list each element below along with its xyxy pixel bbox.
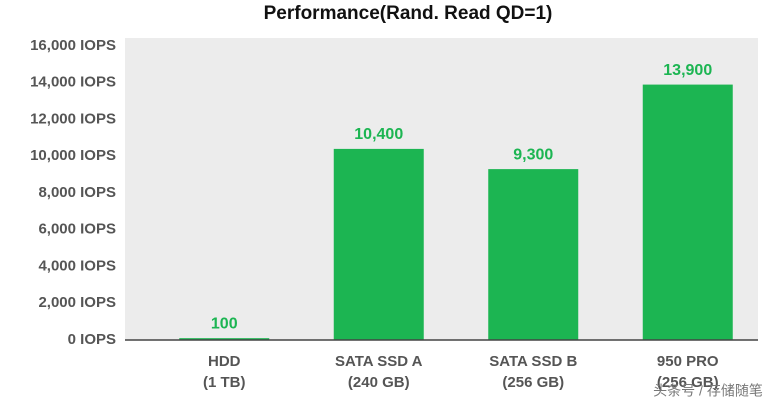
y-tick-label: 12,000 IOPS <box>30 110 116 127</box>
x-tick-label: HDD (1 TB) <box>203 353 246 391</box>
bar <box>333 148 424 340</box>
x-tick-label: 950 PRO (256 GB) <box>657 353 719 391</box>
value-label: 10,400 <box>354 126 403 143</box>
watermark: 头条号 / 存储随笔 <box>653 383 763 399</box>
chart-title: Performance(Rand. Read QD=1) <box>264 3 553 24</box>
x-tick-label: SATA SSD A (240 GB) <box>335 353 423 391</box>
value-label: 13,900 <box>663 62 712 79</box>
y-tick-label: 0 IOPS <box>68 331 116 348</box>
bar <box>488 169 579 340</box>
value-label: 100 <box>211 315 238 332</box>
bar <box>642 84 733 341</box>
y-tick-label: 14,000 IOPS <box>30 74 116 91</box>
y-tick-label: 4,000 IOPS <box>38 257 116 274</box>
y-tick-label: 6,000 IOPS <box>38 221 116 238</box>
y-tick-label: 10,000 IOPS <box>30 147 116 164</box>
y-tick-label: 16,000 IOPS <box>30 37 116 54</box>
value-label: 9,300 <box>513 146 553 163</box>
y-tick-label: 2,000 IOPS <box>38 294 116 311</box>
bar <box>179 338 270 340</box>
y-tick-label: 8,000 IOPS <box>38 184 116 201</box>
x-tick-label: SATA SSD B (256 GB) <box>489 353 577 391</box>
